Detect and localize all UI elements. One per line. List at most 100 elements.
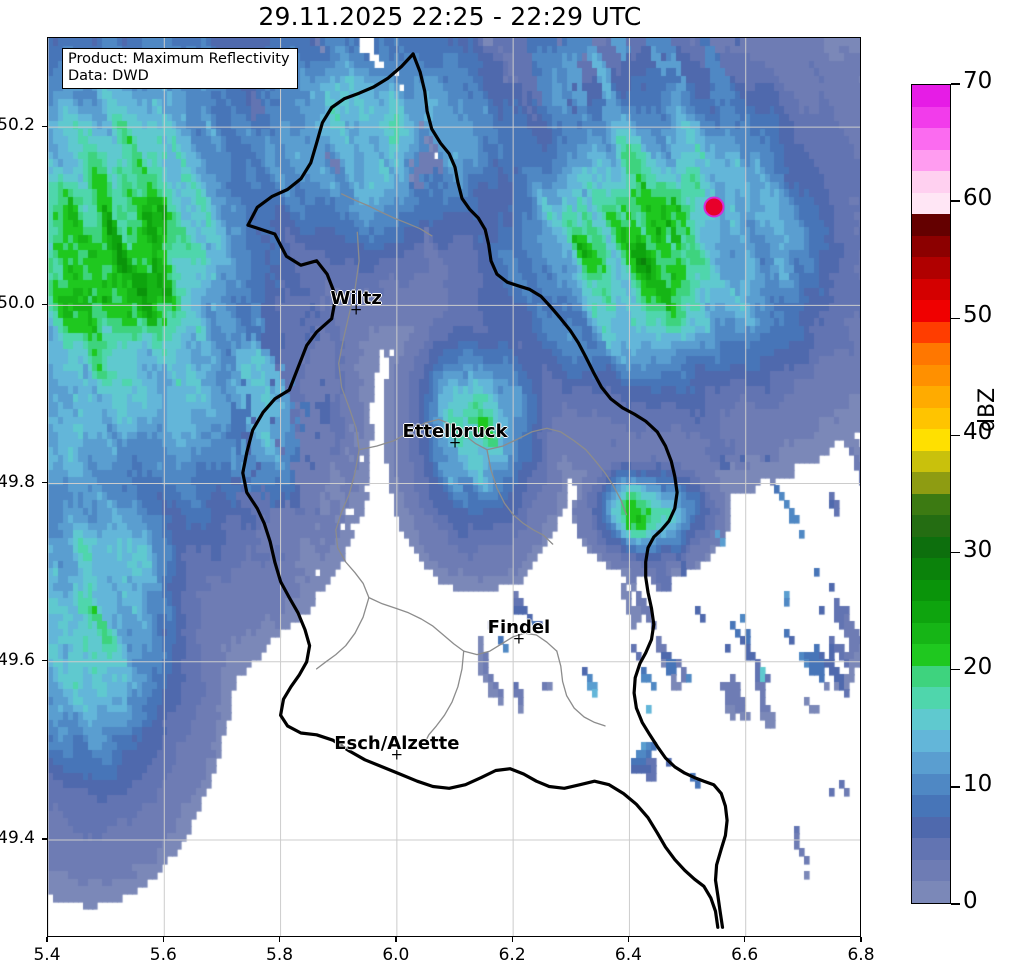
- colorbar-band-18: [912, 493, 950, 516]
- colorbar-band-24: [912, 364, 950, 387]
- x-tick: [860, 937, 862, 942]
- y-tick-label: 49.6: [0, 649, 35, 670]
- colorbar-band-32: [912, 192, 950, 215]
- radar-map-plot[interactable]: Product: Maximum Reflectivity Data: DWD …: [47, 37, 861, 937]
- colorbar-band-26: [912, 321, 950, 344]
- y-tick: [42, 303, 47, 306]
- colorbar-band-21: [912, 429, 950, 451]
- colorbar-band-23: [912, 386, 950, 408]
- colorbar-band-31: [912, 214, 950, 236]
- city-marker-findel: +: [512, 629, 526, 648]
- x-tick-label: 5.6: [149, 945, 177, 965]
- colorbar-band-8: [912, 708, 950, 731]
- y-tick-label: 50.2: [0, 115, 35, 136]
- colorbar-band-14: [912, 579, 950, 602]
- x-tick: [278, 937, 281, 942]
- x-tick-label: 6.6: [731, 945, 759, 965]
- internal-boundary-6: [556, 650, 606, 727]
- colorbar-band-6: [912, 751, 950, 774]
- colorbar-band-33: [912, 171, 950, 193]
- colorbar-tick: [951, 669, 960, 671]
- colorbar-band-27: [912, 300, 950, 322]
- internal-boundary-11: [340, 193, 433, 237]
- internal-boundary-2: [486, 427, 597, 462]
- internal-boundary-10: [595, 460, 628, 516]
- colorbar-tick: [951, 317, 960, 319]
- colorbar-axis-label: dBZ: [975, 387, 1000, 432]
- internal-boundary-1: [358, 418, 488, 451]
- radar-site-marker[interactable]: [703, 196, 725, 218]
- y-tick: [42, 481, 47, 484]
- colorbar-band-19: [912, 472, 950, 494]
- colorbar-band-10: [912, 665, 950, 688]
- colorbar-tick: [951, 434, 960, 437]
- colorbar-band-9: [912, 687, 950, 709]
- colorbar-band-1: [912, 859, 950, 882]
- x-tick: [511, 937, 513, 942]
- colorbar-tick: [951, 200, 960, 202]
- colorbar-tick-label: 20: [963, 653, 993, 680]
- y-tick-label: 50.0: [0, 293, 35, 314]
- x-tick: [46, 937, 48, 942]
- colorbar-tick-label: 70: [963, 68, 993, 94]
- colorbar-band-2: [912, 838, 950, 860]
- colorbar-tick: [951, 83, 960, 85]
- internal-boundary-5: [463, 632, 558, 656]
- product-info-box: Product: Maximum Reflectivity Data: DWD: [62, 48, 298, 89]
- national-border-germany-east: [411, 52, 729, 929]
- city-label-ettelbruck: Ettelbruck: [402, 421, 508, 443]
- internal-boundary-7: [422, 650, 465, 748]
- colorbar-band-11: [912, 644, 950, 666]
- x-tick-label: 5.8: [266, 945, 294, 965]
- national-border-luxembourg-west-south: [241, 223, 720, 929]
- colorbar-tick-label: 30: [963, 536, 993, 563]
- colorbar-band-30: [912, 235, 950, 258]
- colorbar-tick-label: 50: [963, 302, 993, 329]
- colorbar-band-3: [912, 816, 950, 839]
- x-tick-label: 5.4: [33, 945, 61, 965]
- x-tick: [627, 937, 630, 942]
- figure-title: 29.11.2025 22:25 - 22:29 UTC: [258, 2, 642, 31]
- colorbar-band-12: [912, 622, 950, 645]
- x-tick: [162, 937, 164, 942]
- colorbar-band-22: [912, 407, 950, 430]
- colorbar-band-20: [912, 450, 950, 473]
- x-tick: [395, 937, 397, 942]
- y-tick: [42, 125, 47, 127]
- city-label-wiltz: Wiltz: [330, 287, 382, 309]
- x-tick-label: 6.2: [498, 945, 526, 965]
- colorbar-tick: [951, 551, 960, 554]
- colorbar-band-13: [912, 601, 950, 623]
- x-tick-label: 6.8: [847, 945, 875, 965]
- internal-boundary-3: [335, 449, 370, 599]
- colorbar-tick-label: 10: [963, 770, 993, 797]
- colorbar-band-35: [912, 128, 950, 150]
- colorbar-band-36: [912, 106, 950, 129]
- colorbar-band-16: [912, 536, 950, 559]
- colorbar-band-34: [912, 149, 950, 172]
- colorbar-tick: [951, 786, 960, 788]
- internal-boundary-9: [315, 596, 370, 670]
- colorbar-tick-label: 60: [963, 185, 993, 212]
- colorbar-band-0: [912, 881, 950, 903]
- x-tick: [744, 937, 746, 942]
- national-border-belgium-north: [246, 52, 415, 227]
- colorbar-band-37: [912, 85, 950, 107]
- city-label-esch-alzette: Esch/Alzette: [334, 733, 460, 755]
- colorbar-band-29: [912, 257, 950, 279]
- y-tick-label: 49.4: [0, 827, 35, 848]
- colorbar-band-17: [912, 515, 950, 537]
- internal-boundary-4: [368, 596, 465, 652]
- colorbar-band-28: [912, 278, 950, 301]
- colorbar-tick-label: 0: [963, 888, 978, 914]
- colorbar-tick-label: 40: [963, 419, 993, 446]
- city-marker-esch-alzette: +: [390, 745, 404, 764]
- data-source-line: Data: DWD: [68, 67, 149, 84]
- city-marker-wiltz: +: [349, 300, 363, 319]
- internal-boundary-0: [338, 231, 360, 451]
- colorbar-band-4: [912, 795, 950, 817]
- x-tick-label: 6.4: [614, 945, 642, 965]
- x-tick-label: 6.0: [382, 945, 410, 965]
- colorbar: [911, 84, 951, 904]
